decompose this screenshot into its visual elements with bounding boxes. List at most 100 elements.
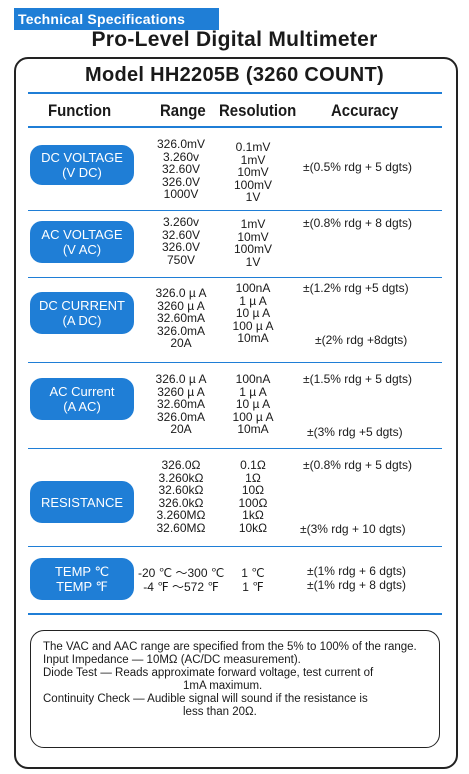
column-header-range: Range bbox=[160, 101, 206, 120]
row-divider bbox=[28, 362, 442, 363]
divider bbox=[28, 126, 442, 128]
range-value: 3.260kΩ bbox=[158, 470, 204, 485]
column-header-resolution: Resolution bbox=[219, 101, 297, 120]
resolution-value: 10mV bbox=[237, 165, 269, 179]
resolution-value: 1mV bbox=[240, 217, 266, 231]
accuracy-value: ±(1.5% rdg + 5 dgts) bbox=[303, 372, 412, 386]
note-continuity-check: Continuity Check — Audible signal will s… bbox=[43, 693, 368, 705]
note-vac-aac: The VAC and AAC range are specified from… bbox=[43, 641, 417, 653]
range-value: 3.260v bbox=[162, 149, 200, 164]
spec-frame bbox=[14, 57, 458, 769]
function-label: (A AC) bbox=[63, 399, 101, 414]
range-cell: 326.0mV 3.260v 32.60V 326.0V 1000V bbox=[148, 138, 214, 201]
accuracy-value: ±(0.8% rdg + 8 dgts) bbox=[303, 216, 412, 230]
accuracy-value: ±(2% rdg +8dgts) bbox=[315, 333, 408, 347]
accuracy-value: ±(3% rdg + 10 dgts) bbox=[300, 522, 406, 536]
resolution-value: 100Ω bbox=[238, 495, 268, 510]
range-value: 326.0Ω bbox=[161, 458, 201, 472]
range-value: 3.260MΩ bbox=[156, 508, 206, 522]
resolution-value: 100 µ A bbox=[232, 318, 274, 333]
accuracy-value: ±(1.2% rdg +5 dgts) bbox=[303, 281, 409, 295]
note-diode-test-cont: 1mA maximum. bbox=[183, 680, 263, 692]
accuracy-value: ±(3% rdg +5 dgts) bbox=[307, 425, 403, 439]
resolution-value: 100 µ A bbox=[232, 409, 274, 424]
resolution-value: 1 ℃ bbox=[241, 566, 265, 580]
divider bbox=[28, 613, 442, 615]
range-value: 326.0V bbox=[161, 174, 201, 189]
range-value: 326.0kΩ bbox=[158, 495, 204, 510]
resolution-value: 100mV bbox=[233, 177, 273, 192]
resolution-value: 10Ω bbox=[241, 483, 265, 497]
resolution-value: 10mV bbox=[237, 229, 269, 244]
range-value: 32.60MΩ bbox=[156, 520, 206, 535]
range-cell: 326.0 µ A 3260 µ A 32.60mA 326.0mA 20A bbox=[148, 373, 214, 436]
range-value: 20A bbox=[170, 336, 192, 350]
range-value: 326.0mA bbox=[156, 409, 206, 424]
function-label: AC VOLTAGE bbox=[41, 227, 123, 242]
resolution-value: 10mA bbox=[237, 422, 269, 436]
range-value: 326.0 µ A bbox=[155, 286, 207, 300]
resolution-value: 1 µ A bbox=[239, 384, 267, 399]
resolution-value: 10 µ A bbox=[235, 306, 271, 320]
range-value: 1000V bbox=[163, 187, 199, 201]
row-divider bbox=[28, 546, 442, 547]
function-label: (V DC) bbox=[62, 165, 102, 180]
resolution-value: 100nA bbox=[235, 372, 271, 386]
resolution-value: 1V bbox=[245, 190, 261, 204]
range-value: 3.260v bbox=[162, 215, 200, 229]
function-label: AC Current bbox=[49, 384, 115, 399]
function-label: (V AC) bbox=[62, 242, 102, 257]
function-pill-ac-voltage: AC VOLTAGE (V AC) bbox=[30, 221, 134, 263]
resolution-cell: 0.1Ω 1Ω 10Ω 100Ω 1kΩ 10kΩ bbox=[222, 459, 284, 534]
resolution-cell: 0.1mV 1mV 10mV 100mV 1V bbox=[222, 141, 284, 204]
range-value: 326.0V bbox=[161, 240, 201, 254]
note-input-impedance: Input Impedance — 10MΩ (AC/DC measuremen… bbox=[43, 654, 301, 666]
range-value: -20 ℃ ～300 ℃ bbox=[138, 566, 225, 580]
resolution-value: 1 µ A bbox=[239, 293, 267, 308]
resolution-cell: 1 ℃ 1 ℉ bbox=[222, 566, 284, 594]
range-value: 32.60V bbox=[161, 162, 201, 176]
range-cell: 326.0 µ A 3260 µ A 32.60mA 326.0mA 20A bbox=[148, 287, 214, 350]
row-divider bbox=[28, 277, 442, 278]
range-value: 32.60mA bbox=[156, 397, 206, 411]
accuracy-value: ±(0.8% rdg + 5 dgts) bbox=[303, 458, 412, 472]
column-header-function: Function bbox=[48, 101, 112, 120]
resolution-value: 1mV bbox=[240, 152, 266, 167]
function-label: TEMP ℉ bbox=[56, 579, 108, 594]
function-pill-dc-voltage: DC VOLTAGE (V DC) bbox=[30, 145, 134, 185]
range-value: 20A bbox=[170, 422, 192, 436]
range-value: 326.0mV bbox=[156, 137, 206, 151]
notes-box: The VAC and AAC range are specified from… bbox=[30, 630, 440, 748]
resolution-cell: 100nA 1 µ A 10 µ A 100 µ A 10mA bbox=[222, 373, 284, 436]
product-title: Pro-Level Digital Multimeter bbox=[91, 28, 378, 51]
function-label: DC CURRENT bbox=[39, 298, 125, 313]
resolution-value: 100mV bbox=[233, 242, 273, 256]
row-divider bbox=[28, 210, 442, 211]
function-label: (A DC) bbox=[62, 313, 102, 328]
range-value: 3260 µ A bbox=[157, 298, 205, 313]
range-value: 32.60V bbox=[161, 227, 201, 242]
range-value: 326.0mA bbox=[156, 323, 206, 338]
resolution-value: 100nA bbox=[235, 281, 271, 295]
range-value: 32.60mA bbox=[156, 311, 206, 325]
function-label: RESISTANCE bbox=[40, 494, 124, 510]
resolution-value: 1Ω bbox=[245, 470, 261, 485]
range-value: -4 ℉ ～572 ℉ bbox=[143, 580, 219, 594]
accuracy-value: ±(1% rdg + 8 dgts) bbox=[307, 578, 406, 592]
range-value: 32.60kΩ bbox=[158, 483, 204, 497]
resolution-cell: 1mV 10mV 100mV 1V bbox=[222, 218, 284, 268]
function-pill-temperature: TEMP ℃ TEMP ℉ bbox=[30, 558, 134, 600]
range-value: 3260 µ A bbox=[157, 384, 205, 399]
function-pill-dc-current: DC CURRENT (A DC) bbox=[30, 292, 134, 334]
resolution-value: 1V bbox=[245, 254, 261, 269]
resolution-value: 1kΩ bbox=[242, 508, 264, 522]
accuracy-value: ±(1% rdg + 6 dgts) bbox=[307, 564, 406, 578]
function-label: DC VOLTAGE bbox=[41, 150, 123, 165]
note-diode-test: Diode Test — Reads approximate forward v… bbox=[43, 667, 374, 679]
resolution-value: 1 ℉ bbox=[242, 580, 264, 594]
divider bbox=[28, 92, 442, 94]
row-divider bbox=[28, 448, 442, 449]
note-continuity-check-cont: less than 20Ω. bbox=[183, 706, 257, 718]
range-cell: 326.0Ω 3.260kΩ 32.60kΩ 326.0kΩ 3.260MΩ 3… bbox=[148, 459, 214, 534]
accuracy-value: ±(0.5% rdg + 5 dgts) bbox=[303, 160, 412, 174]
